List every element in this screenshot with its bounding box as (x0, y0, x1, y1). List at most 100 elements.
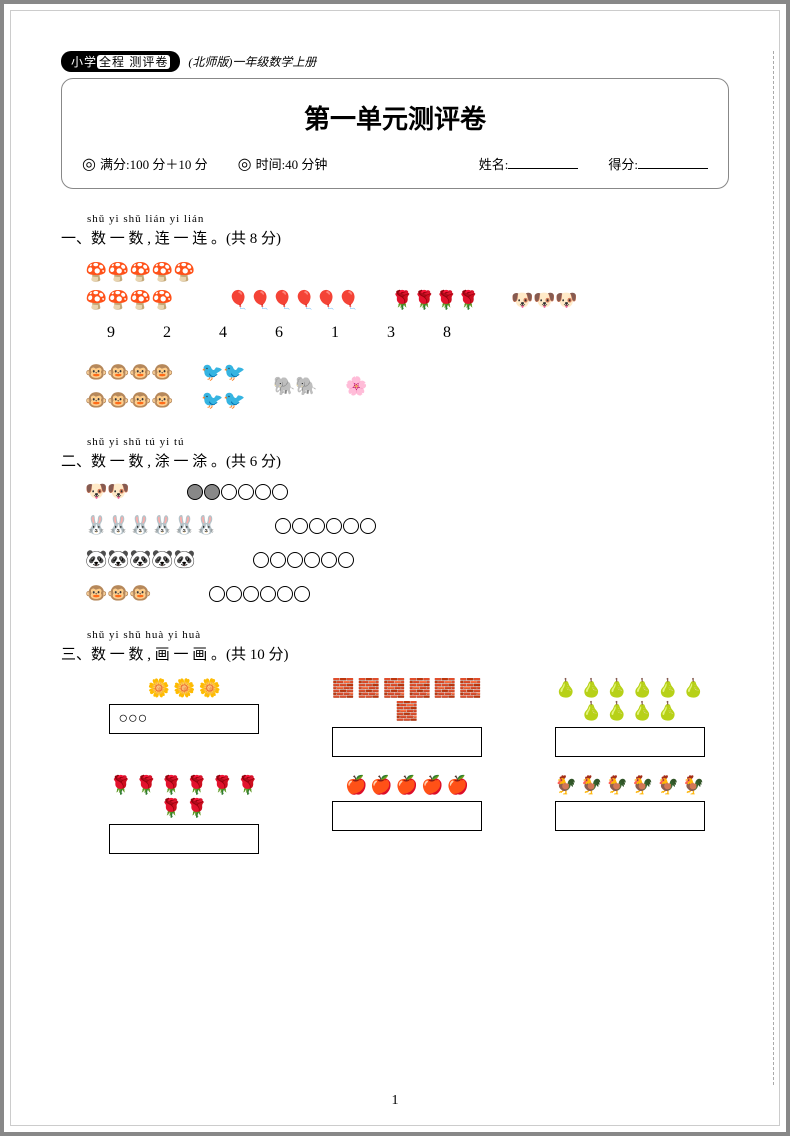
count-icon: 🐦 (223, 360, 243, 386)
count-icon: 🐵 (151, 388, 171, 414)
count-icon: 🌹 (435, 288, 455, 314)
count-icon: 🐼 (85, 547, 105, 573)
image-group: 🍄🍄🍄🍄🍄🍄🍄🍄🍄 (85, 260, 193, 314)
fill-circle[interactable] (187, 484, 203, 500)
count-icon: 🍄 (85, 260, 105, 286)
fill-circle[interactable] (226, 586, 242, 602)
fill-circle[interactable] (304, 552, 320, 568)
count-icon: 🍄 (173, 260, 193, 286)
count-icon: 🐶 (85, 479, 105, 505)
count-icon: 🍎 (421, 775, 443, 795)
fill-circle[interactable] (277, 586, 293, 602)
image-group: 🌸 (345, 374, 365, 400)
name-blank[interactable] (508, 155, 578, 169)
image-group: 🐦🐦🐦🐦 (201, 360, 243, 414)
count-icon: 🐰 (107, 513, 127, 539)
fill-circle[interactable] (272, 484, 288, 500)
count-icon: 🧱 (434, 678, 456, 698)
count-icon: 🧱 (332, 678, 354, 698)
name-label: 姓名: (479, 157, 509, 172)
count-icon: 🐶 (555, 288, 575, 314)
count-icon: 🌹 (186, 775, 208, 795)
draw-cell: 🌹🌹🌹🌹🌹🌹🌹🌹 (85, 775, 284, 854)
circle-row[interactable] (187, 484, 288, 500)
fill-circle[interactable] (321, 552, 337, 568)
count-icon: 🧱 (396, 701, 418, 721)
circle-row[interactable] (275, 518, 376, 534)
count-icon: 🐰 (85, 513, 105, 539)
answer-box[interactable] (332, 801, 482, 831)
count-icon: 🐵 (107, 360, 127, 386)
fill-circle[interactable] (338, 552, 354, 568)
fill-circle[interactable] (326, 518, 342, 534)
count-icon: 🌹 (160, 798, 182, 818)
fill-circle[interactable] (255, 484, 271, 500)
fill-circle[interactable] (292, 518, 308, 534)
time-limit: 时间:40 分钟 (256, 157, 328, 172)
count-icon: 🍎 (447, 775, 469, 795)
fill-circle[interactable] (360, 518, 376, 534)
fill-circle[interactable] (243, 586, 259, 602)
count-row: 🐼🐼🐼🐼🐼 (85, 547, 729, 573)
q2-title: 二、数 一 数 , 涂 一 涂 。(共 6 分) (61, 450, 729, 471)
fill-circle[interactable] (260, 586, 276, 602)
count-icon: 🍐 (580, 701, 602, 721)
count-icon: 🐓 (682, 775, 704, 795)
count-icon: 🌹 (186, 798, 208, 818)
draw-cell: 🧱🧱🧱🧱🧱🧱🧱 (308, 678, 507, 757)
fill-circle[interactable] (204, 484, 220, 500)
fill-circle[interactable] (275, 518, 291, 534)
image-group: 🐘🐘 (273, 374, 315, 400)
fill-circle[interactable] (309, 518, 325, 534)
count-icon: 🐓 (631, 775, 653, 795)
main-title: 第一单元测评卷 (82, 99, 708, 136)
match-number: 2 (163, 324, 171, 342)
count-icon: 🌹 (413, 288, 433, 314)
title-box: 第一单元测评卷 ◎满分:100 分＋10 分 ◎时间:40 分钟 姓名: 得分: (61, 78, 729, 189)
count-icon: 🐓 (580, 775, 602, 795)
count-icon: 🍐 (657, 678, 679, 698)
count-icon: 🍎 (345, 775, 367, 795)
count-icon: 🍐 (657, 701, 679, 721)
fill-circle[interactable] (287, 552, 303, 568)
match-number: 1 (331, 324, 339, 342)
fill-circle[interactable] (221, 484, 237, 500)
fill-circle[interactable] (294, 586, 310, 602)
fill-circle[interactable] (343, 518, 359, 534)
answer-box[interactable] (109, 824, 259, 854)
fill-circle[interactable] (238, 484, 254, 500)
count-icon: 🐼 (173, 547, 193, 573)
answer-box[interactable]: ○○○ (109, 704, 259, 734)
answer-box[interactable] (555, 801, 705, 831)
count-icon: 🐓 (606, 775, 628, 795)
count-icon: 🌸 (345, 374, 365, 400)
count-icon: 🐼 (107, 547, 127, 573)
circle-row[interactable] (209, 586, 310, 602)
count-icon: 🐦 (201, 360, 221, 386)
fill-circle[interactable] (253, 552, 269, 568)
count-icon: 🎈 (271, 288, 291, 314)
count-icon: 🍄 (107, 288, 127, 314)
fill-circle[interactable] (209, 586, 225, 602)
count-icon: 🍄 (129, 288, 149, 314)
q3-title: 三、数 一 数 , 画 一 画 。(共 10 分) (61, 643, 729, 664)
count-icon: 🍐 (682, 678, 704, 698)
q1-title: 一、数 一 数 , 连 一 连 。(共 8 分) (61, 227, 729, 248)
grade-blank[interactable] (638, 155, 708, 169)
count-icon: 🧱 (408, 678, 430, 698)
count-icon: 🎈 (337, 288, 357, 314)
count-icon: 🐓 (657, 775, 679, 795)
count-icon: 🎈 (249, 288, 269, 314)
answer-box[interactable] (332, 727, 482, 757)
count-row: 🐶🐶 (85, 479, 729, 505)
count-icon: 🌹 (110, 775, 132, 795)
count-icon: 🍎 (396, 775, 418, 795)
circle-row[interactable] (253, 552, 354, 568)
match-number: 4 (219, 324, 227, 342)
fill-circle[interactable] (270, 552, 286, 568)
answer-box[interactable] (555, 727, 705, 757)
count-icon: 🐰 (173, 513, 193, 539)
count-icon: 🧱 (459, 678, 481, 698)
count-icon: 🍄 (151, 288, 171, 314)
book-edition: (北师版)一年级数学上册 (188, 53, 316, 70)
